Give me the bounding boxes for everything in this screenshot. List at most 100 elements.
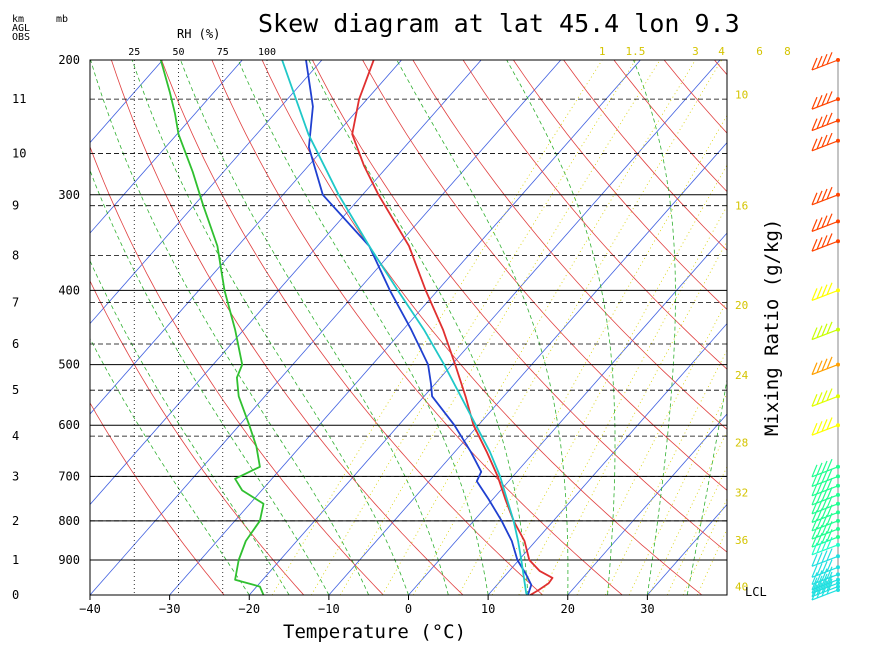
isotherm	[328, 141, 727, 595]
wind-barb	[811, 578, 840, 598]
obs-label: OBS	[12, 32, 30, 43]
background-lines	[0, 60, 890, 595]
height-tick-label: 6	[12, 337, 19, 351]
pressure-tick-label: 200	[58, 53, 80, 67]
dewpoint-line	[305, 60, 533, 595]
dry-adiabat	[563, 60, 727, 251]
wind-barb	[811, 559, 840, 578]
height-tick-label: 3	[12, 469, 19, 483]
wind-barb	[811, 495, 840, 515]
moist-adiabat	[90, 169, 330, 595]
isotherm	[90, 60, 323, 325]
dry-adiabat	[513, 60, 727, 311]
moist-adiabat	[90, 60, 370, 595]
isotherm	[90, 60, 482, 506]
mixing-ratio-top-label: 6	[756, 45, 763, 58]
temperature-line	[351, 60, 554, 595]
mixing-ratio-line	[458, 114, 727, 595]
wind-barb	[811, 536, 840, 556]
height-tick-label: 4	[12, 429, 19, 443]
parcel-line	[281, 60, 529, 595]
isotherm	[408, 232, 727, 595]
wind-barb	[811, 529, 840, 548]
pressure-tick-label: 300	[58, 188, 80, 202]
mixing-ratio-top-label: 3	[692, 45, 699, 58]
height-tick-label: 9	[12, 199, 19, 213]
height-tick-label: 11	[12, 92, 26, 106]
height-tick-label: 7	[12, 296, 19, 310]
dry-adiabat	[90, 280, 305, 595]
wind-barb	[811, 582, 840, 601]
rh-tick-label: 50	[172, 47, 184, 58]
rh-line	[159, 60, 265, 595]
isotherm	[90, 60, 243, 234]
isotherm	[90, 60, 562, 595]
mixing-ratio-line	[649, 430, 727, 595]
wind-barb	[811, 186, 840, 206]
mixing-ratio-side-label: 40	[735, 581, 748, 594]
dry-adiabat	[90, 402, 225, 595]
mixing-ratio-side-label: 24	[735, 369, 749, 382]
x-axis-label: Temperature (°C)	[283, 621, 466, 643]
rh-tick-label: 25	[128, 47, 140, 58]
wind-barb	[811, 504, 840, 523]
isotherm	[90, 60, 163, 144]
lcl-label: LCL	[745, 585, 767, 599]
isotherm	[0, 60, 3, 595]
moist-adiabat	[726, 593, 727, 595]
x-tick-label: 30	[640, 602, 654, 616]
x-tick-label: 0	[405, 602, 412, 616]
isotherm	[567, 413, 727, 595]
mixing-ratio-line	[696, 528, 727, 595]
moist-adiabat	[90, 337, 250, 595]
mixing-ratio-line	[271, 60, 603, 595]
isotherm	[248, 60, 721, 595]
mixing-ratio-line	[604, 349, 727, 595]
km-label: km	[12, 14, 24, 25]
chart-title: Skew diagram at lat 45.4 lon 9.3	[258, 9, 740, 38]
isotherm	[487, 322, 727, 595]
moist-adiabat	[633, 60, 676, 595]
dry-adiabat	[90, 145, 384, 595]
moist-adiabat	[308, 60, 529, 595]
wind-barb	[811, 548, 840, 567]
isotherm	[169, 60, 641, 595]
mixing-ratio-line	[381, 60, 696, 595]
wind-barb	[811, 356, 840, 376]
height-tick-label: 1	[12, 553, 19, 567]
x-tick-label: −20	[238, 602, 260, 616]
axis-labels: −40 −30 −20 −10 0 10 20 30200300400500600700800…	[12, 45, 791, 616]
height-tick-label: 10	[12, 147, 26, 161]
mixing-ratio-top-label: 1.5	[626, 45, 646, 58]
wind-barb	[811, 282, 840, 301]
x-tick-label: 20	[561, 602, 575, 616]
pressure-tick-label: 900	[58, 553, 80, 567]
height-tick-label: 2	[12, 514, 19, 528]
wind-barb	[811, 417, 840, 436]
dry-adiabat	[714, 60, 727, 76]
height-tick-label: 8	[12, 248, 19, 262]
rh-tick-label: 75	[217, 47, 229, 58]
wind-barb	[811, 213, 840, 232]
dry-adiabat	[462, 60, 727, 370]
moist-adiabat	[90, 259, 290, 595]
pressure-tick-label: 500	[58, 358, 80, 372]
mixing-ratio-side-label: 32	[735, 487, 748, 500]
dry-adiabat	[261, 60, 703, 595]
agl-label: AGL	[12, 23, 30, 34]
wind-barb	[811, 233, 840, 252]
moist-adiabat	[506, 60, 616, 595]
height-tick-label: 5	[12, 383, 19, 397]
dry-adiabat	[815, 60, 890, 595]
mixing-ratio-line	[339, 60, 661, 595]
mixing-ratio-top-label: 1	[599, 45, 606, 58]
dry-adiabat	[613, 60, 727, 193]
moist-adiabat	[237, 60, 489, 595]
wind-barb	[811, 321, 840, 341]
isotherm	[726, 594, 727, 595]
x-tick-label: −40	[79, 602, 101, 616]
mixing-ratio-line	[540, 240, 727, 595]
dry-adiabat	[161, 60, 543, 595]
mixing-ratio-top-label: 4	[718, 45, 725, 58]
